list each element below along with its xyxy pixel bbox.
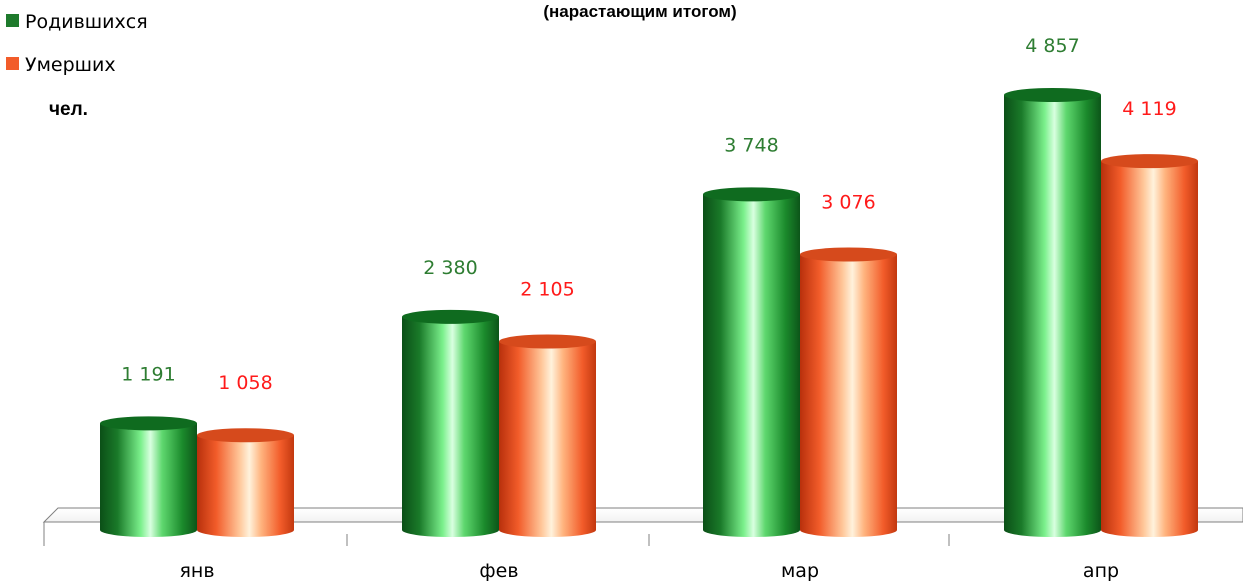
bar-top [800,247,897,262]
bar-body [402,316,499,537]
bar-body [499,341,596,537]
bar-top [100,416,197,431]
bar-top [402,309,499,324]
bar-body [703,194,800,537]
x-tick-label-0: янв [179,560,214,581]
x-tick-label-3: апр [1083,560,1119,581]
x-tick-label-1: фев [479,560,518,581]
legend-label-deaths: Умерших [25,54,116,76]
value-label-deaths-3: 4 119 [1122,98,1176,120]
bar-births-0 [100,416,197,537]
value-label-births-1: 2 380 [423,257,477,279]
bar-top [499,334,596,349]
legend-item-births: Родившихся [6,11,148,33]
bar-deaths-3 [1101,154,1198,537]
legend-swatch-deaths [6,57,19,70]
bar-body [197,435,294,537]
bar-top [197,428,294,443]
unit-label: чел. [49,99,88,120]
value-label-deaths-1: 2 105 [520,278,574,300]
bar-births-2 [703,187,800,537]
bar-deaths-1 [499,334,596,537]
bar-body [1004,95,1101,537]
value-label-births-2: 3 748 [724,134,778,156]
chart-title: (нарастающим итогом) [543,2,736,21]
value-labels-layer: 1 191 1 058 2 380 2 105 3 748 3 076 4 857 4 119 [121,35,1176,394]
x-axis-tick-labels: янв фев мар апр [179,560,1119,581]
bar-births-1 [402,309,499,537]
x-tick-label-2: мар [781,560,819,581]
value-label-births-3: 4 857 [1025,35,1079,57]
bar-births-3 [1004,88,1101,537]
bar-deaths-2 [800,247,897,537]
bar-top [703,187,800,202]
bar-body [1101,161,1198,537]
bar-body [100,423,197,537]
legend: Родившихся Умерших [6,11,148,76]
value-label-births-0: 1 191 [121,363,175,385]
bars-layer [100,88,1198,537]
legend-item-deaths: Умерших [6,54,116,76]
bar-top [1004,88,1101,102]
legend-swatch-births [6,14,19,27]
bar-deaths-0 [197,428,294,537]
value-label-deaths-2: 3 076 [821,192,875,214]
value-label-deaths-0: 1 058 [218,372,272,394]
bar-top [1101,154,1198,169]
legend-label-births: Родившихся [25,11,148,33]
bar-body [800,254,897,537]
